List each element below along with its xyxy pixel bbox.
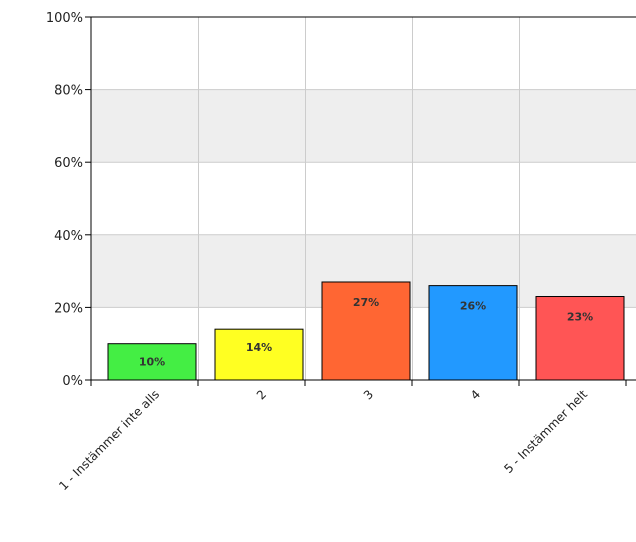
x-axis-ticks: 1 - Instämmer inte alls 2 3 4 5 - Instämmer …	[56, 380, 627, 493]
bar	[428, 285, 518, 381]
x-category-label: 1 - Instämmer inte alls	[56, 387, 162, 493]
y-tick-label: 60%	[54, 156, 83, 171]
data-label: 26%	[460, 300, 486, 313]
y-tick-label: 40%	[54, 229, 83, 244]
data-label: 14%	[246, 341, 272, 354]
x-category-label: 2	[254, 387, 269, 402]
axes	[90, 16, 636, 381]
y-tick-label: 0%	[62, 374, 83, 389]
plot-background-bands	[91, 17, 636, 380]
bar	[321, 281, 411, 381]
y-tick-label: 20%	[54, 301, 83, 316]
bars: 10% 14% 27% 26% 23%	[107, 281, 625, 381]
data-label: 27%	[353, 296, 379, 309]
bar	[107, 343, 197, 381]
data-label: 10%	[139, 356, 165, 369]
x-category-label: 4	[468, 387, 483, 402]
bar	[214, 328, 304, 381]
x-category-label: 3	[361, 387, 376, 402]
data-label: 23%	[567, 311, 593, 324]
y-axis-ticks: 0% 20% 40% 60% 80% 100%	[46, 11, 91, 389]
bar	[535, 296, 625, 381]
background-band	[91, 17, 636, 90]
background-band	[91, 162, 636, 235]
gridlines	[91, 16, 636, 380]
y-tick-label: 100%	[46, 11, 83, 26]
x-category-label: 5 - Instämmer helt	[501, 387, 590, 476]
y-tick-label: 80%	[54, 84, 83, 99]
background-band	[91, 89, 636, 163]
